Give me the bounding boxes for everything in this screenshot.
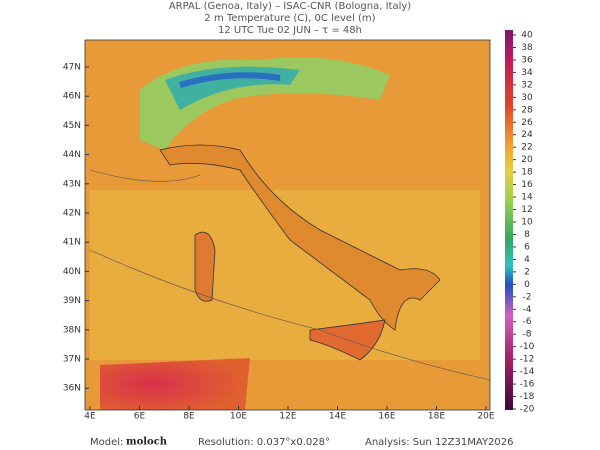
colorbar [505,30,513,410]
map [84,39,491,411]
colorbar-label: -4 [523,305,532,315]
lon-label: 12E [279,412,296,422]
lat-label: 38N [63,325,81,335]
colorbar-label: -10 [520,342,535,352]
lat-label: 47N [63,63,81,73]
colorbar-label: 22 [521,143,532,153]
lat-label: 46N [63,92,81,102]
contour [89,249,491,381]
colorbar-label: 20 [521,155,533,165]
colorbar-label: 18 [521,168,533,178]
colorbar-label: -2 [523,292,532,302]
colorbar-label: 30 [521,93,533,103]
colorbar-label: 4 [524,255,530,265]
lat-label: 43N [63,179,81,189]
alps-peaks [179,72,281,88]
lat-label: 41N [63,238,81,248]
lat-label: 39N [63,296,81,306]
lat-label: 45N [63,121,81,131]
colorbar-label: 24 [521,130,533,140]
analysis: Analysis: Sun 12Z31MAY2026 [365,437,514,448]
colorbar-label: 40 [521,31,533,41]
colorbar-label: -14 [520,367,535,377]
lon-label: 20E [477,412,494,422]
sardinia [194,231,216,302]
colorbar-label: 26 [521,118,533,128]
colorbar-label: -8 [523,330,532,340]
lat-label: 40N [63,267,81,277]
colorbar-label: -6 [523,317,532,327]
lon-label: 16E [378,412,395,422]
lon-label: 10E [230,412,247,422]
model-label: Model: [90,437,123,448]
lon-label: 6E [134,412,146,422]
lat-label: 36N [63,384,81,394]
colorbar-label: 32 [521,80,532,90]
colorbar-label: -12 [520,355,535,365]
colorbar-label: 0 [524,280,530,290]
lon-label: 4E [84,412,96,422]
colorbar-label: -16 [520,380,535,390]
header-line: 2 m Temperature (C), 0C level (m) [204,13,375,24]
contour [89,169,201,182]
italy [159,144,441,331]
colorbar-label: -20 [520,405,535,415]
colorbar-label: -18 [520,392,535,402]
header-line: ARPAL (Genoa, Italy) – ISAC-CNR (Bologna… [169,1,411,12]
lon-label: 18E [428,412,445,422]
lat-label: 44N [63,150,81,160]
lat-label: 37N [63,355,81,365]
lon-label: 8E [183,412,195,422]
colorbar-label: 14 [521,193,533,203]
colorbar-label: 36 [521,55,533,65]
colorbar-label: 34 [521,68,533,78]
colorbar-label: 8 [524,230,530,240]
colorbar-label: 10 [521,218,533,228]
lat-label: 42N [63,209,81,219]
colorbar-label: 12 [521,205,532,215]
lon-label: 14E [329,412,346,422]
colorbar-label: 2 [524,267,530,277]
colorbar-label: 6 [524,242,530,252]
africa [100,358,250,410]
model-name: moloch [126,437,168,448]
header-line: 12 UTC Tue 02 JUN – τ = 48h [218,25,362,36]
colorbar-label: 16 [521,180,533,190]
colorbar-label: 38 [521,43,533,53]
colorbar-label: 28 [521,105,533,115]
resolution: Resolution: 0.037°x0.028° [198,437,330,448]
